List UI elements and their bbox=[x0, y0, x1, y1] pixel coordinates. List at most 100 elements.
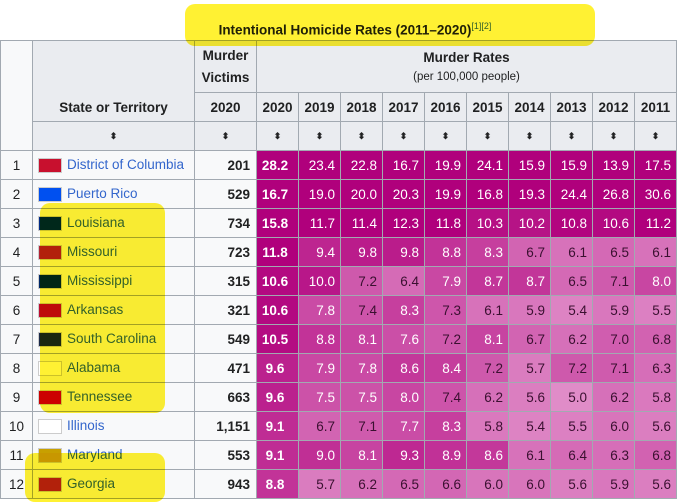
rate-cell: 6.5 bbox=[550, 266, 593, 296]
rate-cell: 26.8 bbox=[592, 179, 635, 209]
rate-cell: 6.1 bbox=[550, 237, 593, 267]
sort-icon[interactable]: ⬍ bbox=[592, 121, 635, 151]
year-header-2020[interactable]: 2020 bbox=[256, 92, 299, 122]
rank-cell: 6 bbox=[0, 295, 33, 325]
rate-cell: 10.6 bbox=[256, 295, 299, 325]
rate-cell: 8.3 bbox=[466, 237, 509, 267]
rate-cell: 7.8 bbox=[298, 295, 341, 325]
rate-cell: 19.3 bbox=[508, 179, 551, 209]
sort-icon[interactable]: ⬍ bbox=[194, 121, 257, 151]
year-header-2013[interactable]: 2013 bbox=[550, 92, 593, 122]
state-link[interactable]: Mississippi bbox=[67, 273, 133, 289]
rates-header: Murder Rates (per 100,000 people) bbox=[256, 40, 677, 93]
state-link[interactable]: Tennessee bbox=[67, 389, 133, 405]
rate-cell: 7.6 bbox=[382, 324, 425, 354]
sort-icon[interactable]: ⬍ bbox=[550, 121, 593, 151]
rate-cell: 11.4 bbox=[340, 208, 383, 238]
rank-cell: 12 bbox=[0, 469, 33, 499]
year-header-2018[interactable]: 2018 bbox=[340, 92, 383, 122]
victims-cell: 723 bbox=[194, 237, 257, 267]
rate-cell: 6.7 bbox=[508, 324, 551, 354]
rate-cell: 12.3 bbox=[382, 208, 425, 238]
rate-cell: 7.7 bbox=[382, 411, 425, 441]
year-header-2019[interactable]: 2019 bbox=[298, 92, 341, 122]
rate-cell: 7.1 bbox=[592, 266, 635, 296]
state-link[interactable]: Alabama bbox=[67, 360, 121, 376]
sort-icon[interactable]: ⬍ bbox=[298, 121, 341, 151]
sort-icon[interactable]: ⬍ bbox=[634, 121, 677, 151]
state-link[interactable]: Illinois bbox=[67, 418, 105, 434]
flag-icon bbox=[38, 302, 62, 318]
rate-cell: 7.0 bbox=[592, 324, 635, 354]
table-row: 1 District of Columbia 201 28.2 23.4 22.8 16.7… bbox=[0, 150, 677, 180]
rate-cell: 6.1 bbox=[508, 440, 551, 470]
rate-cell: 8.4 bbox=[424, 353, 467, 383]
state-link[interactable]: District of Columbia bbox=[67, 157, 185, 173]
homicide-rates-table: State or Territory Murder Victims Murder … bbox=[0, 40, 677, 499]
state-cell: Illinois bbox=[32, 411, 195, 441]
sort-icon[interactable]: ⬍ bbox=[424, 121, 467, 151]
rate-cell: 6.8 bbox=[634, 440, 677, 470]
rate-cell: 6.5 bbox=[382, 469, 425, 499]
sort-icon[interactable]: ⬍ bbox=[32, 121, 195, 151]
caption-title: Intentional Homicide Rates (2011–2020) bbox=[218, 22, 472, 38]
victims-year-header[interactable]: 2020 bbox=[194, 92, 257, 122]
rate-cell: 6.5 bbox=[592, 237, 635, 267]
rate-cell: 7.4 bbox=[424, 382, 467, 412]
rate-cell: 5.9 bbox=[508, 295, 551, 325]
victims-cell: 943 bbox=[194, 469, 257, 499]
sort-icon[interactable]: ⬍ bbox=[256, 121, 299, 151]
rate-cell: 13.9 bbox=[592, 150, 635, 180]
rank-cell: 2 bbox=[0, 179, 33, 209]
state-cell: Georgia bbox=[32, 469, 195, 499]
year-header-2017[interactable]: 2017 bbox=[382, 92, 425, 122]
victims-cell: 549 bbox=[194, 324, 257, 354]
rate-cell: 9.0 bbox=[298, 440, 341, 470]
rate-cell: 5.6 bbox=[634, 469, 677, 499]
year-header-2011[interactable]: 2011 bbox=[634, 92, 677, 122]
sort-icon[interactable]: ⬍ bbox=[466, 121, 509, 151]
rate-cell: 7.5 bbox=[340, 382, 383, 412]
victims-cell: 1,151 bbox=[194, 411, 257, 441]
rank-cell: 5 bbox=[0, 266, 33, 296]
state-link[interactable]: Louisiana bbox=[67, 215, 125, 231]
rate-cell: 5.6 bbox=[508, 382, 551, 412]
victims-cell: 471 bbox=[194, 353, 257, 383]
rate-cell: 5.5 bbox=[550, 411, 593, 441]
sort-icon[interactable]: ⬍ bbox=[340, 121, 383, 151]
rate-cell: 6.6 bbox=[424, 469, 467, 499]
state-link[interactable]: South Carolina bbox=[67, 331, 157, 347]
rate-cell: 19.9 bbox=[424, 179, 467, 209]
state-link[interactable]: Georgia bbox=[67, 476, 116, 492]
sort-icon[interactable]: ⬍ bbox=[508, 121, 551, 151]
rate-cell: 9.1 bbox=[256, 411, 299, 441]
rate-cell: 5.6 bbox=[634, 411, 677, 441]
state-cell: District of Columbia bbox=[32, 150, 195, 180]
rate-cell: 20.0 bbox=[340, 179, 383, 209]
rate-cell: 8.7 bbox=[508, 266, 551, 296]
table-row: 12 Georgia 943 8.8 5.7 6.2 6.5 6.6 6.0 6.0 5.6 5.9 5… bbox=[0, 469, 677, 499]
state-link[interactable]: Arkansas bbox=[67, 302, 124, 318]
rates-sublabel: (per 100,000 people) bbox=[413, 71, 520, 83]
rate-cell: 6.1 bbox=[466, 295, 509, 325]
flag-icon bbox=[38, 418, 62, 434]
state-link[interactable]: Puerto Rico bbox=[67, 186, 138, 202]
rate-cell: 5.0 bbox=[550, 382, 593, 412]
state-link[interactable]: Maryland bbox=[67, 447, 123, 463]
year-header-2016[interactable]: 2016 bbox=[424, 92, 467, 122]
flag-icon bbox=[38, 447, 62, 463]
year-header-2015[interactable]: 2015 bbox=[466, 92, 509, 122]
rate-cell: 6.0 bbox=[466, 469, 509, 499]
state-link[interactable]: Missouri bbox=[67, 244, 118, 260]
year-header-2014[interactable]: 2014 bbox=[508, 92, 551, 122]
sort-icon[interactable]: ⬍ bbox=[382, 121, 425, 151]
rate-cell: 10.3 bbox=[466, 208, 509, 238]
state-cell: Alabama bbox=[32, 353, 195, 383]
rate-cell: 11.8 bbox=[256, 237, 299, 267]
year-header-2012[interactable]: 2012 bbox=[592, 92, 635, 122]
rate-cell: 6.4 bbox=[550, 440, 593, 470]
victims-cell: 734 bbox=[194, 208, 257, 238]
caption-references[interactable]: [1][2] bbox=[471, 21, 492, 31]
rate-cell: 10.6 bbox=[592, 208, 635, 238]
rate-cell: 5.8 bbox=[466, 411, 509, 441]
